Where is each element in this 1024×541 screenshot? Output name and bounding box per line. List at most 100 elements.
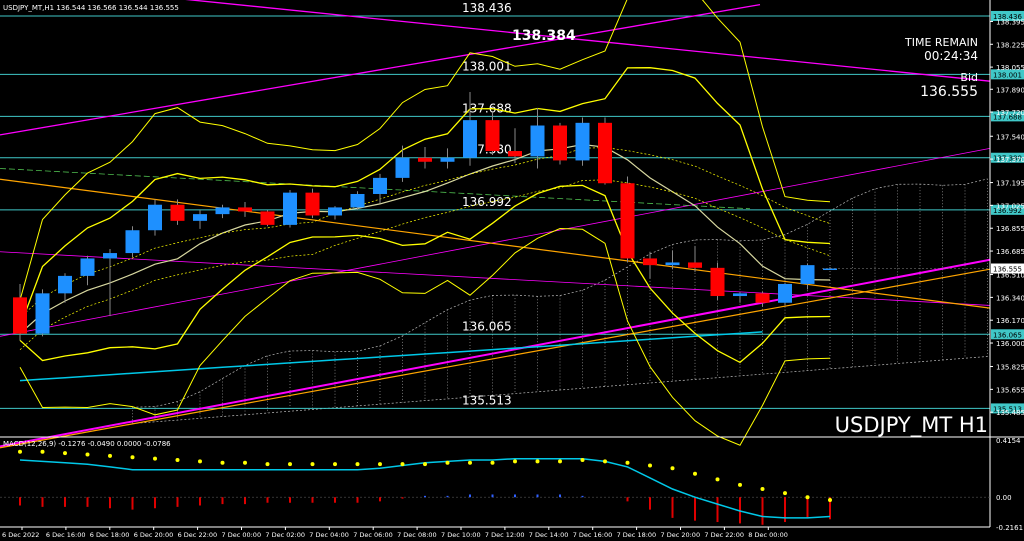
macd-signal-dot: [603, 459, 607, 464]
candle-body: [778, 283, 792, 303]
y-tick-label: 135.825: [996, 364, 1024, 372]
y-tick-label: 137.720: [996, 109, 1024, 117]
x-tick-label: 7 Dec 18:00: [617, 531, 657, 539]
macd-signal-dot: [693, 471, 697, 476]
macd-signal-dot: [63, 451, 67, 456]
candle-body: [35, 293, 50, 334]
x-tick-label: 8 Dec 00:00: [748, 531, 788, 539]
candle-body: [350, 193, 365, 208]
level-label: 135.513: [462, 393, 512, 407]
upper-trend-line: [0, 4, 761, 136]
candle-body: [418, 157, 432, 162]
x-tick-label: 7 Dec 04:00: [309, 531, 349, 539]
macd-signal-dot: [265, 462, 270, 467]
level-price-tag-text: 136.992: [993, 207, 1022, 215]
y-tick-label: 137.025: [996, 202, 1024, 210]
x-tick-label: 7 Dec 10:00: [441, 531, 481, 539]
y-tick-label: 136.170: [996, 317, 1024, 325]
falling-trend-line: [185, 0, 991, 82]
candle-body: [485, 120, 500, 152]
macd-signal-dot: [715, 477, 720, 482]
macd-signal-dot: [828, 497, 832, 502]
candle-body: [800, 265, 815, 284]
symbol-header: USDJPY_MT,H1 136.544 136.566 136.544 136…: [3, 4, 179, 12]
level-label: 138.436: [462, 1, 512, 15]
y-tick-label: 136.855: [996, 225, 1024, 233]
candle-body: [508, 151, 522, 157]
macd-signal-dot: [220, 460, 225, 465]
level-price-tag-text: 137.380: [993, 155, 1022, 163]
x-tick-label: 6 Dec 18:00: [90, 531, 130, 539]
macd-signal-dot: [760, 486, 765, 491]
candle-body: [238, 207, 252, 212]
macd-signal-dot: [535, 459, 540, 464]
candle-body: [688, 262, 702, 268]
candle-body: [463, 120, 477, 158]
candle-body: [598, 122, 612, 184]
candle-body: [395, 157, 410, 178]
macd-signal-dot: [288, 462, 292, 467]
candle-body: [710, 267, 725, 297]
x-tick-label: 7 Dec 02:00: [265, 531, 305, 539]
bollinger-upper: [19, 67, 831, 328]
candle-body: [823, 268, 837, 271]
orange-trend-line: [0, 268, 991, 449]
x-tick-label: 6 Dec 22:00: [178, 531, 218, 539]
level-price-tag-text: 135.513: [993, 405, 1022, 413]
candle-body: [440, 157, 455, 162]
candle-body: [620, 183, 635, 259]
macd-signal-dot: [333, 462, 337, 467]
y-tick-label: 136.510: [996, 272, 1024, 280]
y-tick-label: 135.655: [996, 386, 1024, 394]
dotted-band-lower: [19, 179, 831, 350]
x-tick-label: 7 Dec 12:00: [485, 531, 525, 539]
candle-body: [373, 177, 387, 194]
x-tick-label: 7 Dec 08:00: [397, 531, 437, 539]
macd-signal-dot: [130, 455, 135, 460]
candle-body: [215, 207, 230, 215]
candle-body: [260, 211, 275, 225]
level-price-tag-text: 138.001: [993, 71, 1022, 79]
high-marker-label: 138.384: [512, 28, 576, 44]
candle-body: [305, 192, 320, 216]
x-tick-label: 7 Dec 14:00: [529, 531, 569, 539]
candle-body: [80, 258, 95, 276]
macd-signal-dot: [738, 482, 742, 487]
cyan-moving-average: [19, 331, 763, 382]
indicator-lines: [0, 0, 991, 449]
macd-signal-dot: [355, 462, 360, 467]
candle-body: [193, 214, 207, 221]
candle-body: [553, 125, 567, 161]
x-tick-label: 7 Dec 06:00: [353, 531, 393, 539]
macd-signal-dot: [648, 463, 652, 468]
macd-signal-dot: [175, 458, 180, 463]
bid-label: Bid: [960, 71, 978, 84]
level-label: 136.992: [462, 195, 512, 209]
bollinger-middle: [19, 143, 831, 335]
candle-body: [643, 258, 657, 266]
macd-signal-dot: [670, 466, 675, 471]
candlesticks[interactable]: [13, 91, 837, 341]
big-symbol-label: USDJPY_MT H1: [835, 413, 988, 438]
level-price-tag-text: 137.688: [993, 113, 1022, 121]
dotted-band-upper: [19, 147, 831, 318]
level-price-tag: [991, 69, 1024, 80]
macd-signal-dot: [400, 462, 405, 467]
macd-signal-dot: [153, 456, 157, 461]
kumo-span-a: [132, 178, 988, 408]
macd-signal-dot: [445, 460, 450, 465]
y-tick-label: 137.195: [996, 180, 1024, 188]
horizontal-levels: 138.436138.436138.001138.001137.688137.6…: [0, 1, 1024, 414]
mid-trend-line: [0, 251, 991, 306]
candle-body: [58, 275, 72, 294]
candle-body: [170, 204, 185, 221]
macd-title: MACD(12,26,9) -0.1276 -0.0490 0.0000 -0.…: [3, 440, 171, 448]
envelope-upper: [19, 0, 831, 301]
macd-signal-dot: [625, 460, 630, 465]
macd-signal-dot: [580, 458, 585, 463]
macd-signal-dot: [243, 460, 247, 465]
macd-signal-dot: [108, 453, 112, 458]
macd-signal-dot: [40, 449, 45, 454]
